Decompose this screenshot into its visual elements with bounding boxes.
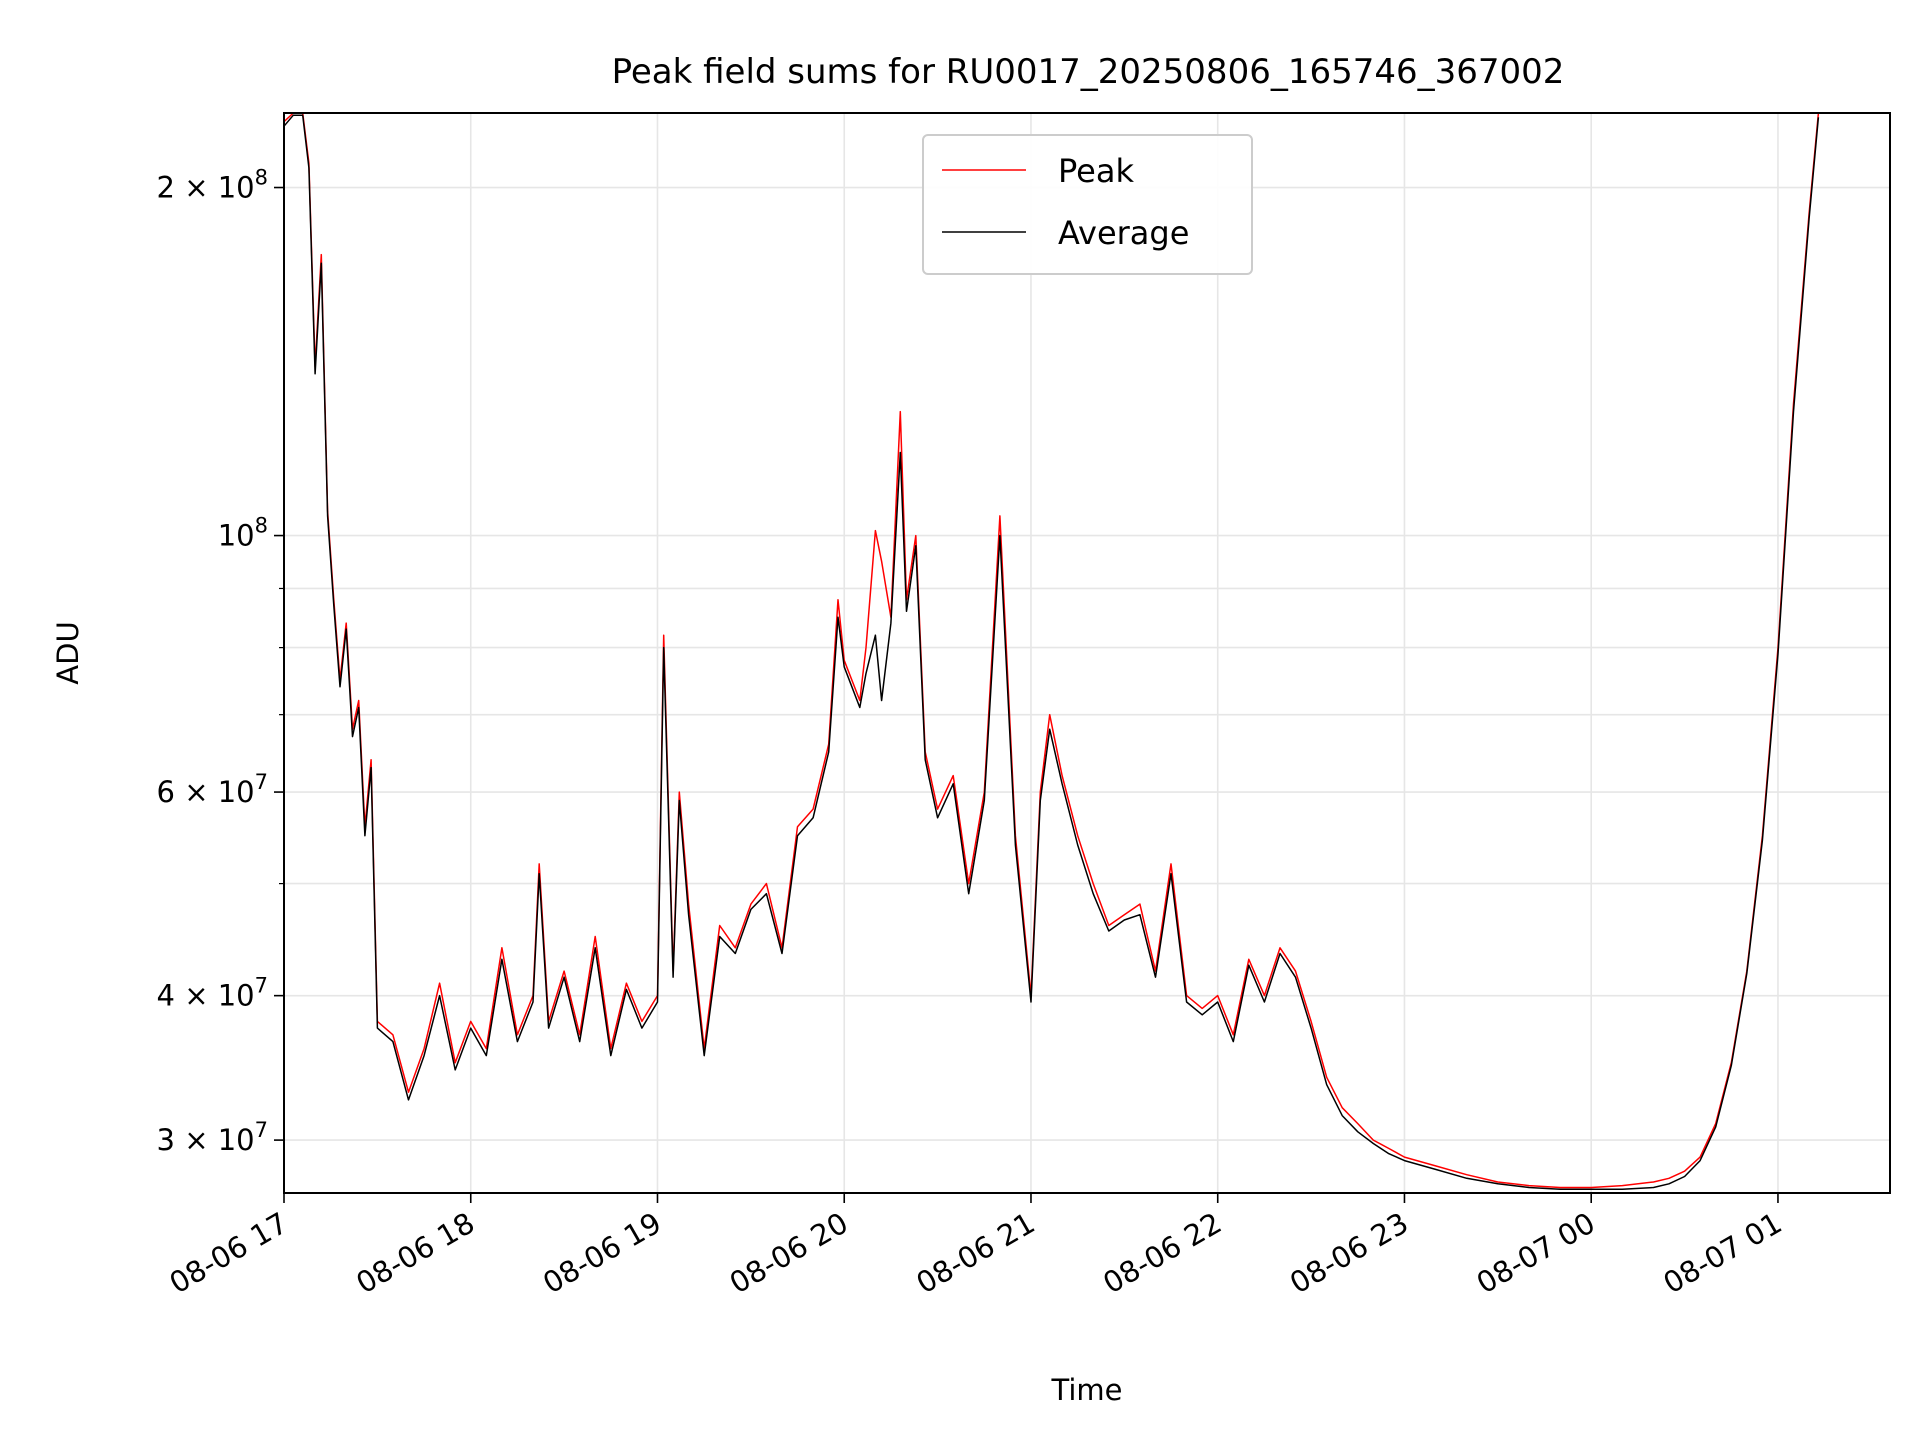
- series-layer: [283, 112, 1820, 1191]
- plot-frame: [283, 112, 1891, 1194]
- legend-label-average: Average: [1058, 214, 1189, 252]
- legend: Peak Average: [922, 134, 1253, 275]
- chart-title: Peak field sums for RU0017_20250806_1657…: [612, 52, 1565, 92]
- y-tick-label: 3 × 107: [157, 1118, 268, 1157]
- series-line-peak: [283, 112, 1820, 1189]
- x-axis-label: Time: [1051, 1373, 1123, 1407]
- legend-label-peak: Peak: [1058, 152, 1134, 190]
- y-tick-label: 2 × 108: [157, 166, 268, 205]
- grid: [283, 113, 1890, 1193]
- y-axis-label: ADU: [51, 621, 85, 684]
- series-line-average: [283, 114, 1820, 1191]
- y-tick-label: 6 × 107: [157, 770, 268, 809]
- y-tick-label: 4 × 107: [157, 974, 268, 1013]
